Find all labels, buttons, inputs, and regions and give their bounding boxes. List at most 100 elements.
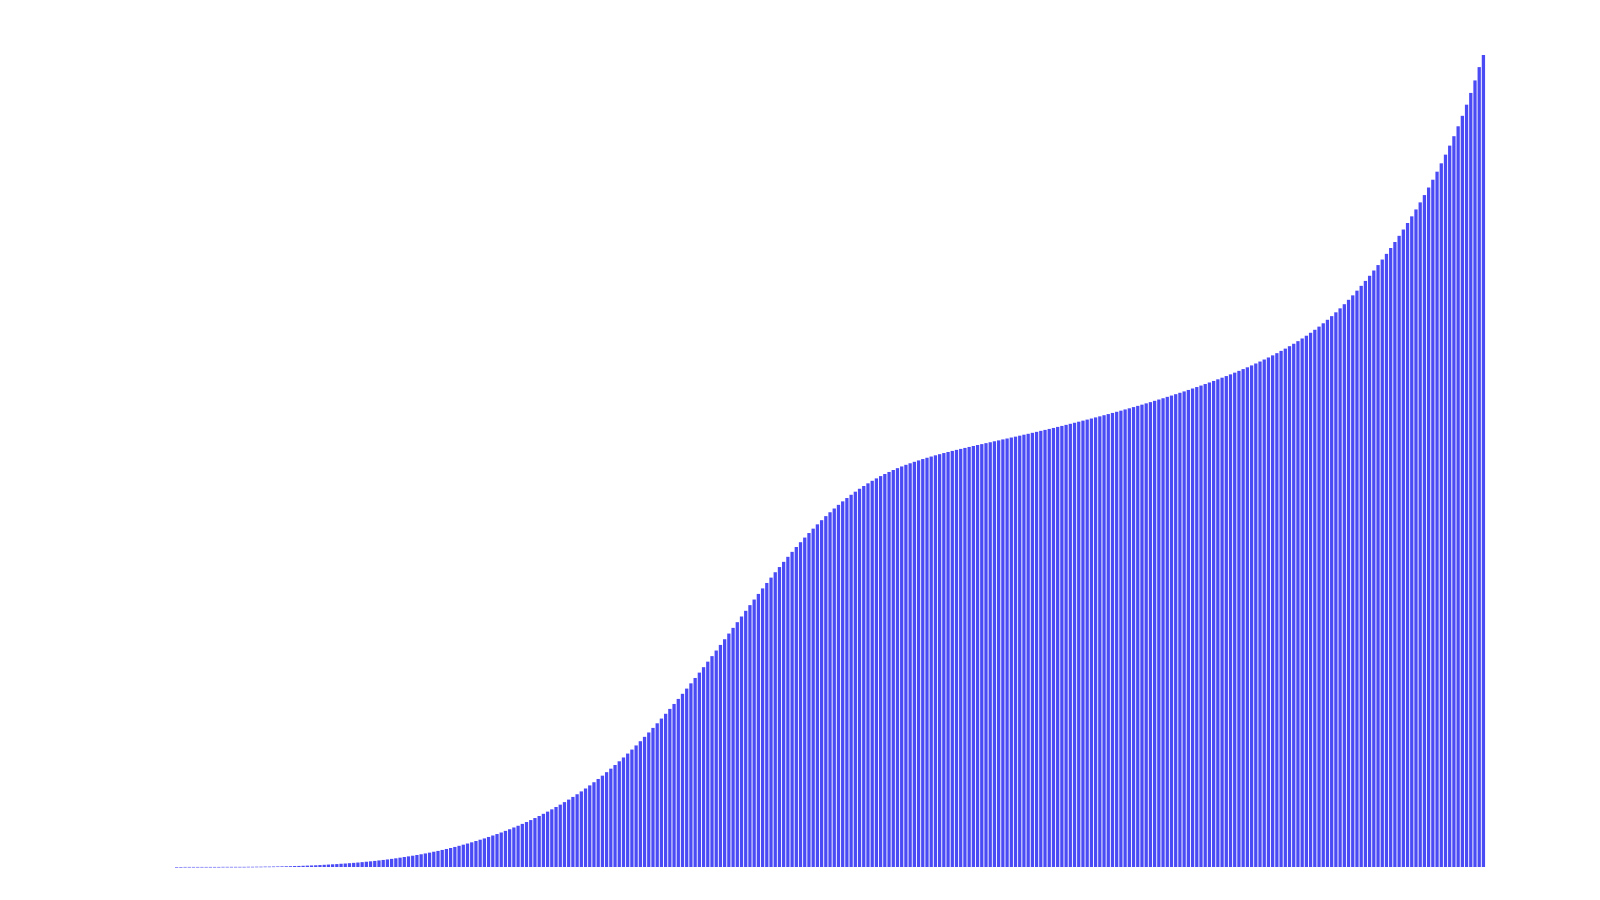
bar	[689, 683, 693, 867]
bar	[1405, 223, 1410, 867]
bar	[1047, 428, 1051, 867]
bar	[731, 627, 735, 867]
bar	[988, 442, 992, 867]
bar	[271, 866, 276, 868]
bar	[1469, 92, 1473, 868]
bar	[756, 593, 761, 867]
bar	[1367, 275, 1372, 867]
bar	[1473, 80, 1477, 868]
bar	[1034, 431, 1039, 867]
bar	[217, 866, 221, 868]
bar	[925, 457, 929, 867]
bar	[824, 516, 828, 867]
bar	[794, 546, 798, 867]
bar	[440, 849, 444, 867]
bar	[495, 834, 499, 867]
bar	[453, 846, 457, 867]
bar	[280, 866, 284, 867]
bar	[1115, 411, 1119, 867]
bar	[1178, 392, 1182, 867]
bar	[516, 825, 520, 867]
bar	[449, 848, 453, 867]
bar	[284, 866, 288, 867]
bar	[815, 524, 820, 867]
bar	[432, 851, 436, 867]
bar	[638, 741, 642, 867]
bar	[423, 853, 427, 867]
bar	[1317, 326, 1321, 867]
bar	[883, 473, 887, 867]
bar	[229, 866, 234, 868]
bar	[373, 860, 377, 867]
bar	[255, 866, 259, 868]
bar	[752, 599, 756, 867]
bar	[1262, 359, 1266, 867]
bar	[1439, 163, 1443, 867]
bar	[1220, 377, 1224, 867]
bar	[1266, 357, 1271, 867]
bar	[1043, 429, 1047, 867]
bar	[1359, 285, 1363, 868]
bar	[1237, 370, 1241, 867]
bar	[1060, 425, 1064, 867]
bar	[916, 460, 921, 867]
bar	[1212, 380, 1216, 867]
bar	[1393, 242, 1397, 867]
bar	[309, 865, 314, 867]
bar	[1013, 436, 1018, 867]
bar	[343, 863, 347, 867]
bar	[179, 867, 183, 868]
bar	[1127, 408, 1131, 867]
bar	[609, 768, 613, 867]
bar	[554, 806, 558, 867]
bar	[959, 448, 963, 867]
bar	[900, 466, 904, 867]
bar	[1030, 432, 1035, 867]
bar	[1119, 410, 1123, 867]
bar	[1254, 363, 1258, 867]
bar	[238, 866, 242, 868]
bar	[921, 459, 925, 867]
bar	[1136, 405, 1140, 867]
bar	[744, 610, 748, 867]
bar	[819, 520, 824, 867]
bar	[288, 866, 293, 867]
bar	[529, 820, 533, 867]
bar	[735, 622, 739, 867]
bar	[604, 772, 609, 867]
bar	[1426, 187, 1431, 867]
bar	[267, 866, 272, 868]
bar	[335, 864, 339, 867]
bar	[1275, 353, 1279, 867]
bar	[1081, 420, 1085, 867]
bar	[723, 639, 727, 867]
bar	[314, 865, 318, 867]
bar	[512, 827, 516, 867]
bar	[1422, 195, 1427, 867]
bar	[465, 843, 470, 867]
bar	[908, 463, 912, 867]
bar	[975, 445, 980, 867]
bar	[1283, 348, 1287, 867]
bar	[491, 835, 495, 867]
bar	[1152, 400, 1157, 867]
bar	[1089, 418, 1094, 867]
bar	[212, 866, 217, 868]
bar	[406, 856, 411, 867]
bar	[1077, 421, 1081, 867]
bar	[503, 830, 508, 867]
bar	[1435, 171, 1439, 867]
bar	[1351, 295, 1355, 868]
bar	[1157, 399, 1161, 867]
bar	[1106, 414, 1110, 867]
bar	[984, 443, 988, 867]
bar	[1245, 367, 1250, 867]
bar	[693, 677, 697, 867]
bar	[347, 863, 352, 867]
bar	[1165, 396, 1169, 867]
bar	[828, 512, 832, 867]
bar	[389, 858, 394, 867]
bar	[1376, 265, 1380, 867]
bar	[1321, 323, 1325, 867]
